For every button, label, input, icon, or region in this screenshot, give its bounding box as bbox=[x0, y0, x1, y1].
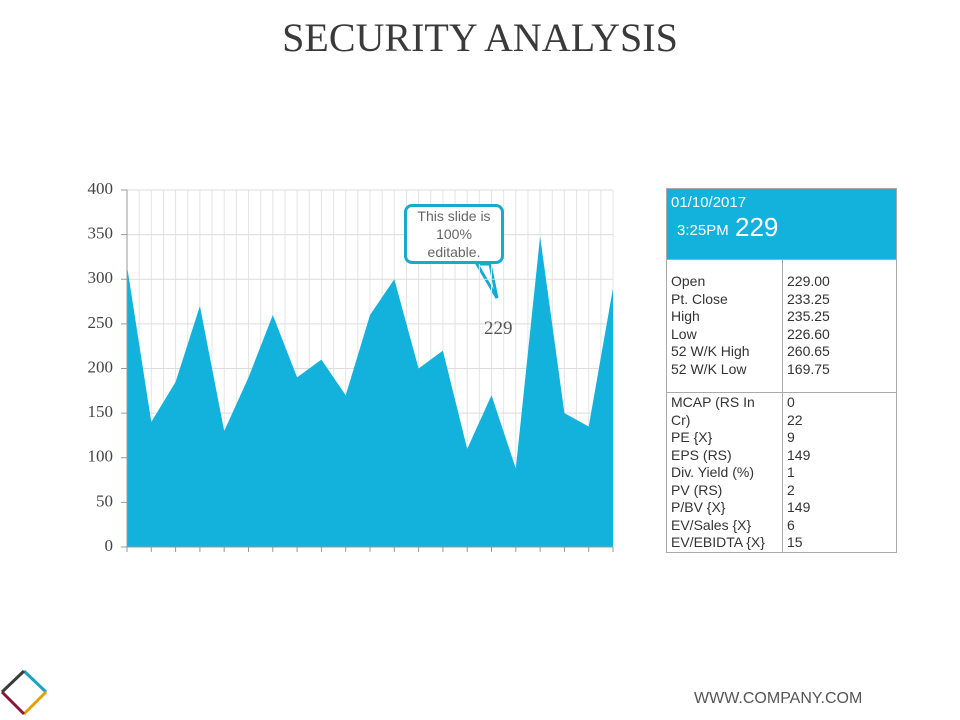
metric-value: 6 bbox=[787, 516, 795, 533]
metric-value: 15 bbox=[787, 534, 803, 550]
metric-value: 22 bbox=[787, 411, 803, 428]
metric-value: 260.65 bbox=[787, 343, 830, 359]
y-tick-label: 200 bbox=[88, 357, 114, 376]
metric-value: 169.75 bbox=[787, 360, 830, 377]
price: 229 bbox=[735, 212, 779, 242]
metric-label: 52 W/K Low bbox=[671, 360, 747, 377]
date: 01/10/2017 bbox=[671, 194, 747, 211]
y-tick-label: 150 bbox=[88, 402, 114, 421]
metric-value: 235.25 bbox=[787, 308, 830, 324]
y-tick-label: 350 bbox=[88, 224, 114, 243]
time: 3:25PM bbox=[677, 222, 729, 239]
metric-value: 226.60 bbox=[787, 325, 830, 342]
metric-label: EV/Sales {X} bbox=[671, 516, 752, 533]
metric-value: 2 bbox=[787, 481, 795, 498]
y-tick-label: 250 bbox=[88, 313, 114, 332]
values: 0 22 9 149 1 2 149 6 15 bbox=[787, 394, 810, 552]
slide-title: SECURITY ANALYSIS bbox=[282, 15, 678, 60]
metric-label: P/BV {X} bbox=[671, 499, 726, 515]
callout-tail bbox=[474, 262, 499, 299]
y-tick-label: 400 bbox=[88, 179, 114, 198]
y-tick-label: 50 bbox=[96, 491, 113, 510]
metric-label: 52 W/K High bbox=[671, 343, 750, 359]
callout: This slide is 100% editable. bbox=[404, 204, 504, 264]
metric-value: 149 bbox=[787, 446, 811, 463]
values: 229.00 233.25 235.25 226.60 260.65 169.75 bbox=[787, 273, 830, 378]
area bbox=[127, 236, 613, 547]
y-tick-label: 100 bbox=[88, 447, 114, 466]
metric-value: 0 bbox=[787, 394, 795, 410]
column-divider bbox=[782, 259, 783, 552]
metric-label: PE {X} bbox=[671, 429, 713, 445]
metric-label: EV/EBIDTA {X} bbox=[671, 534, 765, 550]
metric-value: 229.00 bbox=[787, 273, 830, 289]
metric-label: Pt. Close bbox=[671, 290, 728, 307]
panel-header: 01/10/2017 3:25PM 229 bbox=[667, 189, 896, 259]
metric-label: Div. Yield (%) bbox=[671, 464, 754, 480]
metric-label: Low bbox=[671, 325, 697, 342]
metric-label: EPS (RS) bbox=[671, 446, 732, 463]
metric-value: 149 bbox=[787, 499, 811, 515]
y-tick-label: 0 bbox=[105, 536, 114, 555]
metric-label: MCAP (RS In Cr) bbox=[671, 394, 755, 428]
metric-label: Open bbox=[671, 273, 706, 289]
footer-url: WWW.COMPANY.COM bbox=[694, 690, 863, 707]
metric-label: PV (RS) bbox=[671, 481, 723, 498]
metric-value: 233.25 bbox=[787, 290, 830, 307]
labels: MCAP (RS In Cr) PE {X} EPS (RS) Div. Yield … bbox=[671, 394, 771, 552]
logo bbox=[0, 669, 48, 716]
metric-label: High bbox=[671, 308, 700, 324]
price-annotation: 229 bbox=[484, 318, 513, 339]
quote-panel: 01/10/2017 3:25PM 229 Open Pt. Close High L… bbox=[666, 188, 897, 553]
metric-value: 1 bbox=[787, 464, 795, 480]
section-divider bbox=[667, 259, 896, 393]
metric-value: 9 bbox=[787, 429, 795, 445]
y-tick-label: 300 bbox=[88, 268, 114, 287]
labels: Open Pt. Close High Low 52 W/K High 52 W/K Lo… bbox=[671, 273, 779, 378]
callout-text: This slide is 100% editable. bbox=[417, 208, 491, 260]
